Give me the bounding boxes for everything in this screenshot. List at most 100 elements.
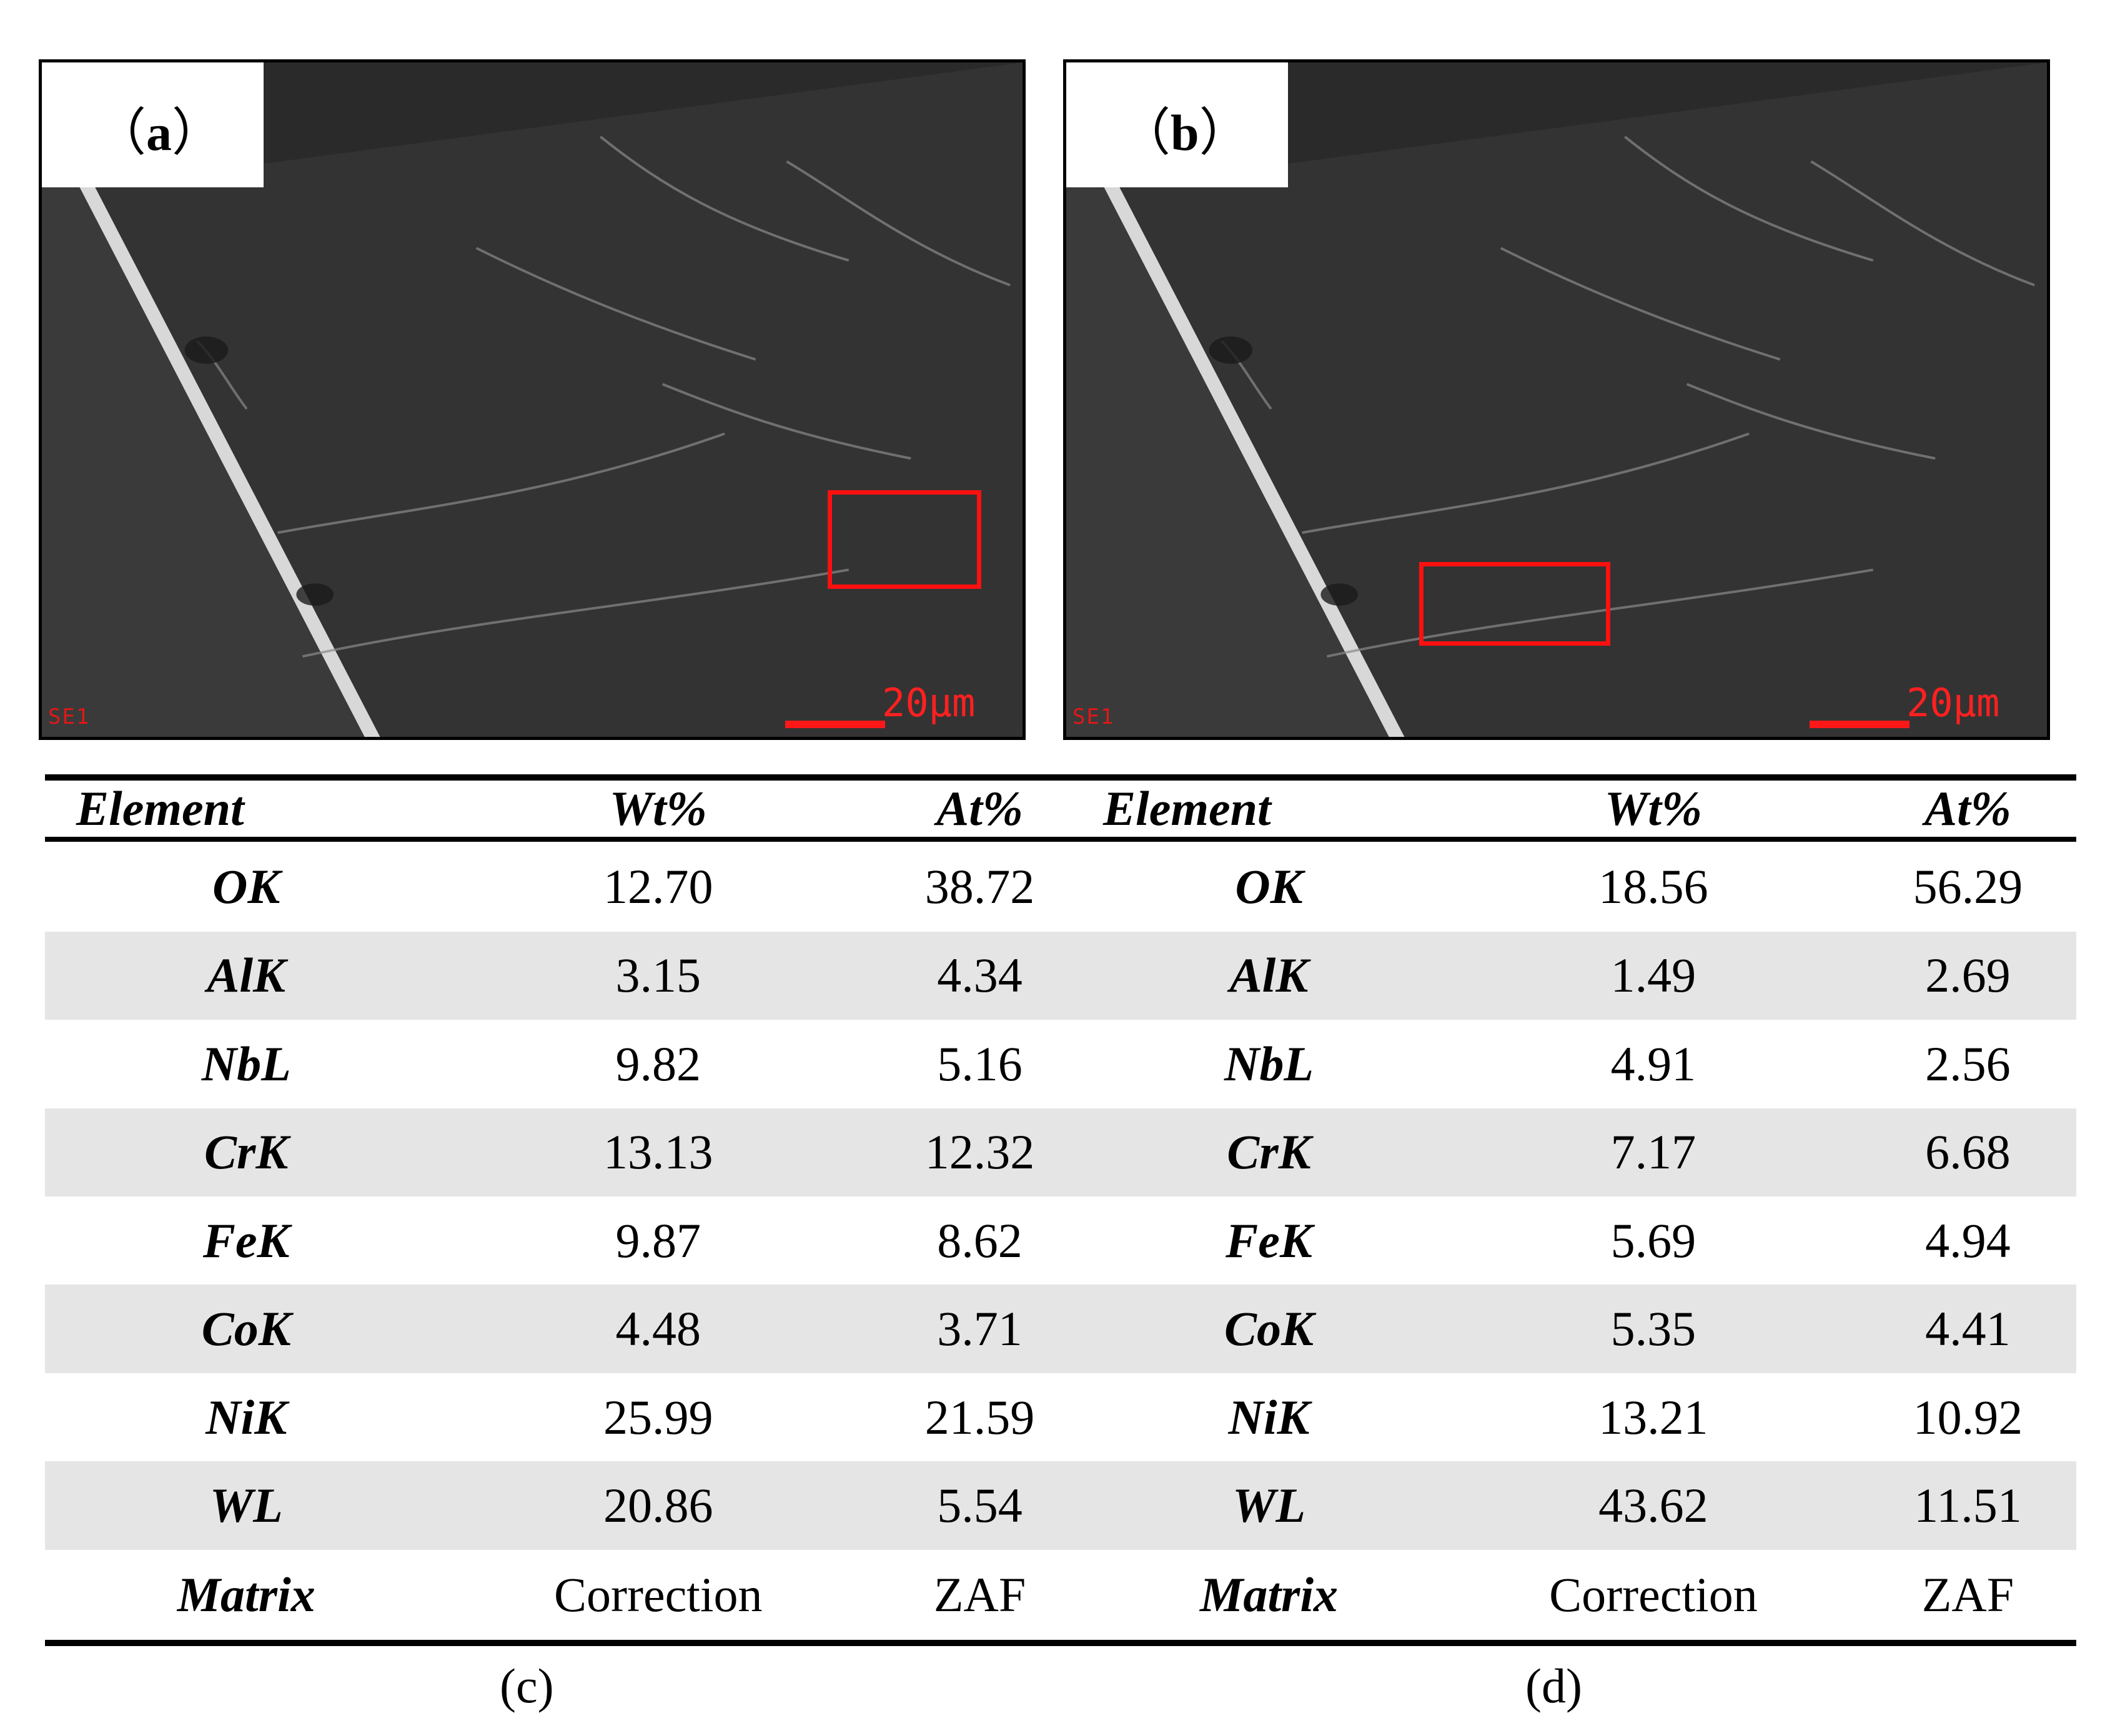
table-row: AlK 3.15 4.34	[45, 931, 1091, 1020]
at-cell: 21.59	[924, 1389, 1035, 1444]
table-row: AlK 1.49 2.69	[1091, 931, 2076, 1020]
at-cell: 2.56	[1925, 1036, 2011, 1091]
element-cell: WL	[45, 1461, 448, 1550]
table-row: NiK 25.99 21.59	[45, 1373, 1091, 1461]
wt-cell: 1.49	[1447, 931, 1860, 1020]
panel-label-box	[42, 62, 264, 187]
wt-cell: 4.91	[1610, 1036, 1696, 1091]
wt-cell: 4.48	[447, 1285, 869, 1373]
at-cell: ZAF	[1921, 1567, 2014, 1622]
table-row: CoK 5.35 4.41	[1091, 1285, 2076, 1373]
table-row: FeK 5.69 4.94	[1091, 1196, 2076, 1285]
sem-image-b: （b） SE1 20μm	[1063, 59, 2050, 740]
element-cell: NiK	[1228, 1389, 1310, 1444]
table-row: NbL 9.82 5.16	[45, 1020, 1091, 1108]
element-cell: CrK	[45, 1108, 448, 1196]
at-cell: 38.72	[924, 859, 1035, 914]
at-cell: 5.54	[869, 1461, 1091, 1550]
at-cell: 11.51	[1859, 1461, 2076, 1550]
table-row-matrix: Matrix Correction ZAF	[45, 1550, 1091, 1643]
table-row: OK 18.56 56.29	[1091, 839, 2076, 932]
header-at: At%	[1924, 781, 2011, 836]
eds-table-c: Element Wt% At% OK 12.70 38.72 AlK 3.15 4.34…	[45, 774, 1091, 1646]
table-row: WL 43.62 11.51	[1091, 1461, 2076, 1550]
eds-table-d: Element Wt% At% OK 18.56 56.29 AlK 1.49 2.69…	[1091, 774, 2076, 1646]
detector-tag-a: SE1	[48, 704, 91, 729]
wt-cell: 3.15	[447, 931, 869, 1020]
at-cell: 10.92	[1913, 1389, 2023, 1444]
at-cell: ZAF	[933, 1567, 1026, 1622]
at-cell: 4.34	[869, 931, 1091, 1020]
scale-label-a: 20μm	[882, 680, 976, 726]
element-cell: CoK	[45, 1285, 448, 1373]
element-cell: FeK	[1226, 1213, 1312, 1268]
sem-texture-b	[1066, 62, 2047, 737]
wt-cell: 7.17	[1447, 1108, 1860, 1196]
panel-label-b: （b）	[1119, 104, 1251, 161]
at-cell: 4.94	[1925, 1213, 2011, 1268]
wt-cell: 5.69	[1610, 1213, 1696, 1268]
wt-cell: 5.35	[1447, 1285, 1860, 1373]
scale-label-b: 20μm	[1906, 680, 2000, 726]
wt-cell: 18.56	[1598, 859, 1708, 914]
table-row-matrix: Matrix Correction ZAF	[1091, 1550, 2076, 1643]
element-cell: Matrix	[177, 1567, 315, 1622]
at-cell: 56.29	[1913, 859, 2023, 914]
caption-c: (c)	[500, 1659, 554, 1713]
wt-cell: Correction	[1549, 1567, 1758, 1622]
element-cell: CoK	[1091, 1285, 1448, 1373]
scale-bar-b	[1810, 721, 1909, 728]
wt-cell: 13.21	[1598, 1389, 1708, 1444]
header-wt: Wt%	[1604, 781, 1702, 836]
sem-texture-a	[42, 62, 1023, 737]
wt-cell: 9.87	[615, 1213, 701, 1268]
at-cell: 3.71	[869, 1285, 1091, 1373]
panel-label-box	[1066, 62, 1288, 187]
wt-cell: Correction	[553, 1567, 763, 1622]
table-row: CrK 13.13 12.32	[45, 1108, 1091, 1196]
header-element: Element	[1103, 781, 1271, 836]
panel-label-a: （a）	[95, 104, 224, 161]
table-row: NiK 13.21 10.92	[1091, 1373, 2076, 1461]
scale-bar-a	[785, 721, 885, 728]
table-row: CoK 4.48 3.71	[45, 1285, 1091, 1373]
at-cell: 5.16	[937, 1036, 1023, 1091]
table-header-row: Element Wt% At%	[1091, 777, 2076, 839]
header-element: Element	[76, 781, 244, 836]
element-cell: FeK	[202, 1213, 290, 1268]
at-cell: 6.68	[1859, 1108, 2076, 1196]
table-row: CrK 7.17 6.68	[1091, 1108, 2076, 1196]
wt-cell: 20.86	[447, 1461, 869, 1550]
element-cell: OK	[1235, 859, 1303, 914]
element-cell: OK	[212, 859, 280, 914]
wt-cell: 12.70	[603, 859, 713, 914]
element-cell: AlK	[45, 931, 448, 1020]
table-header-row: Element Wt% At%	[45, 777, 1091, 839]
at-cell: 2.69	[1859, 931, 2076, 1020]
roi-box-b	[1419, 562, 1610, 646]
at-cell: 4.41	[1859, 1285, 2076, 1373]
table-row: WL 20.86 5.54	[45, 1461, 1091, 1550]
element-cell: AlK	[1091, 931, 1448, 1020]
element-cell: NbL	[1224, 1036, 1314, 1091]
table-row: OK 12.70 38.72	[45, 839, 1091, 932]
table-row: NbL 4.91 2.56	[1091, 1020, 2076, 1108]
table-row: FeK 9.87 8.62	[45, 1196, 1091, 1285]
header-wt: Wt%	[609, 781, 707, 836]
sem-image-a: （a） SE1 20μm	[39, 59, 1026, 740]
at-cell: 8.62	[937, 1213, 1023, 1268]
element-cell: CrK	[1091, 1108, 1448, 1196]
element-cell: Matrix	[1199, 1567, 1339, 1622]
header-at: At%	[936, 781, 1023, 836]
element-cell: NbL	[201, 1036, 291, 1091]
wt-cell: 25.99	[603, 1389, 713, 1444]
roi-box-a	[828, 490, 981, 589]
element-cell: NiK	[206, 1389, 287, 1444]
wt-cell: 13.13	[447, 1108, 869, 1196]
wt-cell: 43.62	[1447, 1461, 1860, 1550]
wt-cell: 9.82	[615, 1036, 701, 1091]
caption-d: (d)	[1525, 1659, 1582, 1713]
detector-tag-b: SE1	[1072, 704, 1115, 729]
at-cell: 12.32	[869, 1108, 1091, 1196]
element-cell: WL	[1091, 1461, 1448, 1550]
